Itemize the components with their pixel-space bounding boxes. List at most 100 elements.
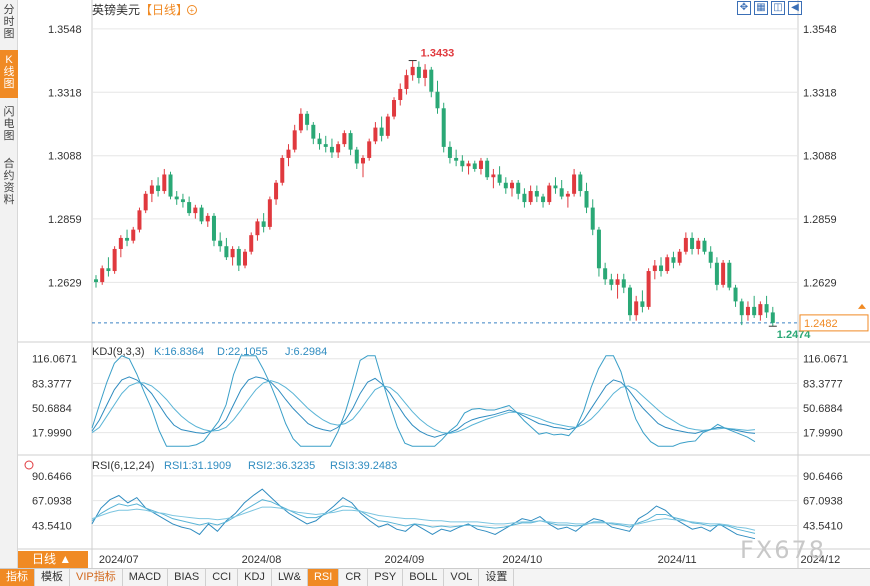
candle-body <box>280 157 285 183</box>
candle-body <box>671 257 676 263</box>
sidebar: 分时图 K线图 闪电图 合约资料 <box>0 0 18 586</box>
toolbar-item-cci[interactable]: CCI <box>206 569 239 586</box>
candle-body <box>541 196 546 203</box>
candle-body <box>230 248 235 258</box>
candle-body <box>143 193 148 211</box>
candle-body <box>770 312 775 323</box>
toolbar-item-[interactable]: 模板 <box>35 569 70 586</box>
candle-body <box>460 160 465 167</box>
candle-body <box>398 88 403 100</box>
candle-body <box>193 207 198 214</box>
toolbar-item-boll[interactable]: BOLL <box>403 569 445 586</box>
indicator-tick-label: 67.0938 <box>32 496 72 508</box>
y-tick-label-right: 1.2629 <box>803 277 837 289</box>
candle-body <box>478 160 483 169</box>
toolbar-item-cr[interactable]: CR <box>339 569 369 586</box>
candle-body <box>404 75 409 89</box>
candle-body <box>665 257 670 272</box>
candle-body <box>137 210 142 230</box>
candle-body <box>584 191 589 208</box>
grid-icon[interactable]: ▦ <box>754 1 768 15</box>
tab-flash[interactable]: 闪电图 <box>3 106 15 142</box>
y-tick-label: 1.3548 <box>48 24 82 36</box>
last-price-label: 1.2482 <box>804 318 838 330</box>
candle-body <box>385 116 390 136</box>
candle-body <box>243 251 248 266</box>
tab-contract-info[interactable]: 合约资料 <box>3 158 15 206</box>
indicator-tick-label-right: 17.9990 <box>803 428 843 440</box>
candle-body <box>441 108 446 147</box>
toolbar-item-psy[interactable]: PSY <box>368 569 404 586</box>
y-tick-label: 1.2629 <box>48 277 82 289</box>
x-tick-label: 2024/11 <box>658 554 697 566</box>
indicator-tick-label: 90.6466 <box>32 471 72 483</box>
y-tick-label: 1.3088 <box>48 151 82 163</box>
candle-body <box>652 265 657 272</box>
toolbar-item-vol[interactable]: VOL <box>444 569 480 586</box>
candle-body <box>298 113 303 131</box>
candle-body <box>752 306 757 316</box>
candle-body <box>112 248 117 272</box>
add-circle-icon[interactable] <box>187 5 197 15</box>
candle-body <box>131 229 136 241</box>
chart-period-tag: 【日线】 <box>140 3 188 17</box>
toolbar-item-macd[interactable]: MACD <box>123 569 169 586</box>
indicator-tick-label: 43.5410 <box>32 520 72 532</box>
indicator-line-rsi3 <box>91 506 756 531</box>
candle-body <box>603 268 608 280</box>
indicator-legend-value: RSI3:39.2483 <box>330 460 397 472</box>
period-button[interactable]: 日线 ▲ <box>18 551 88 568</box>
candle-body <box>516 182 521 194</box>
indicator-toolbar: 指标 模板 VIP指标 MACD BIAS CCI KDJ LW& RSI CR PSY BOLL VO… <box>0 568 870 586</box>
toolbar-item-lw[interactable]: LW& <box>272 569 308 586</box>
candle-body <box>100 268 105 283</box>
candle-body <box>503 182 508 189</box>
tab-kline[interactable]: K线图 <box>0 50 18 98</box>
candle-body <box>379 127 384 136</box>
candle-body <box>721 262 726 285</box>
x-tick-label: 2024/08 <box>242 554 282 566</box>
expand-icon[interactable]: ✥ <box>737 1 751 15</box>
x-tick-label: 2024/12 <box>800 554 840 566</box>
candle-body <box>572 174 577 194</box>
candle-body <box>627 287 632 316</box>
tab-timeshare[interactable]: 分时图 <box>3 4 15 40</box>
rsi-lines <box>91 488 756 540</box>
toolbar-item-vip[interactable]: VIP指标 <box>70 569 123 586</box>
watermark-logo: FX678 <box>740 536 827 564</box>
candle-body <box>261 221 266 227</box>
candle-body <box>764 304 769 313</box>
y-tick-label-right: 1.3318 <box>803 87 837 99</box>
candle-body <box>249 235 254 252</box>
candle-body <box>336 144 341 153</box>
candle-body <box>360 157 365 164</box>
candle-body <box>348 133 353 150</box>
candle-body <box>156 185 161 192</box>
toolbar-item-[interactable]: 设置 <box>479 569 515 586</box>
split-icon[interactable]: ◫ <box>771 1 785 15</box>
candle-body <box>640 301 645 307</box>
prev-icon[interactable]: ◀ <box>788 1 802 15</box>
toolbar-item-kdj[interactable]: KDJ <box>238 569 272 586</box>
indicator-line-rsi1 <box>91 488 756 540</box>
candle-body <box>733 287 738 302</box>
indicator-legend-value: RSI2:36.3235 <box>248 460 315 472</box>
toolbar-item-bias[interactable]: BIAS <box>168 569 207 586</box>
candle-body <box>218 240 223 247</box>
chart-toolbar: ✥ ▦ ◫ ◀ <box>737 1 802 15</box>
candle-body <box>329 146 334 153</box>
candle-body <box>305 113 310 125</box>
x-tick-label: 2024/10 <box>502 554 542 566</box>
chart-canvas[interactable]: 1.3548 1.3548 1.3318 1.3318 1.3088 1.3088 1.28… <box>0 0 870 568</box>
toolbar-item-[interactable]: 指标 <box>0 569 35 586</box>
candle-body <box>392 100 397 117</box>
toolbar-item-rsi[interactable]: RSI <box>307 569 340 586</box>
candle-body <box>510 182 515 189</box>
candle-body <box>621 279 626 288</box>
y-tick-label: 1.3318 <box>48 87 82 99</box>
candle-body <box>125 237 130 241</box>
indicator-tick-label-right: 43.5410 <box>803 520 843 532</box>
alert-arrow-icon <box>858 303 866 309</box>
axis-labels: 1.3548 1.3548 1.3318 1.3318 1.3088 1.3088 1.28… <box>24 24 869 566</box>
candle-body <box>578 174 583 192</box>
